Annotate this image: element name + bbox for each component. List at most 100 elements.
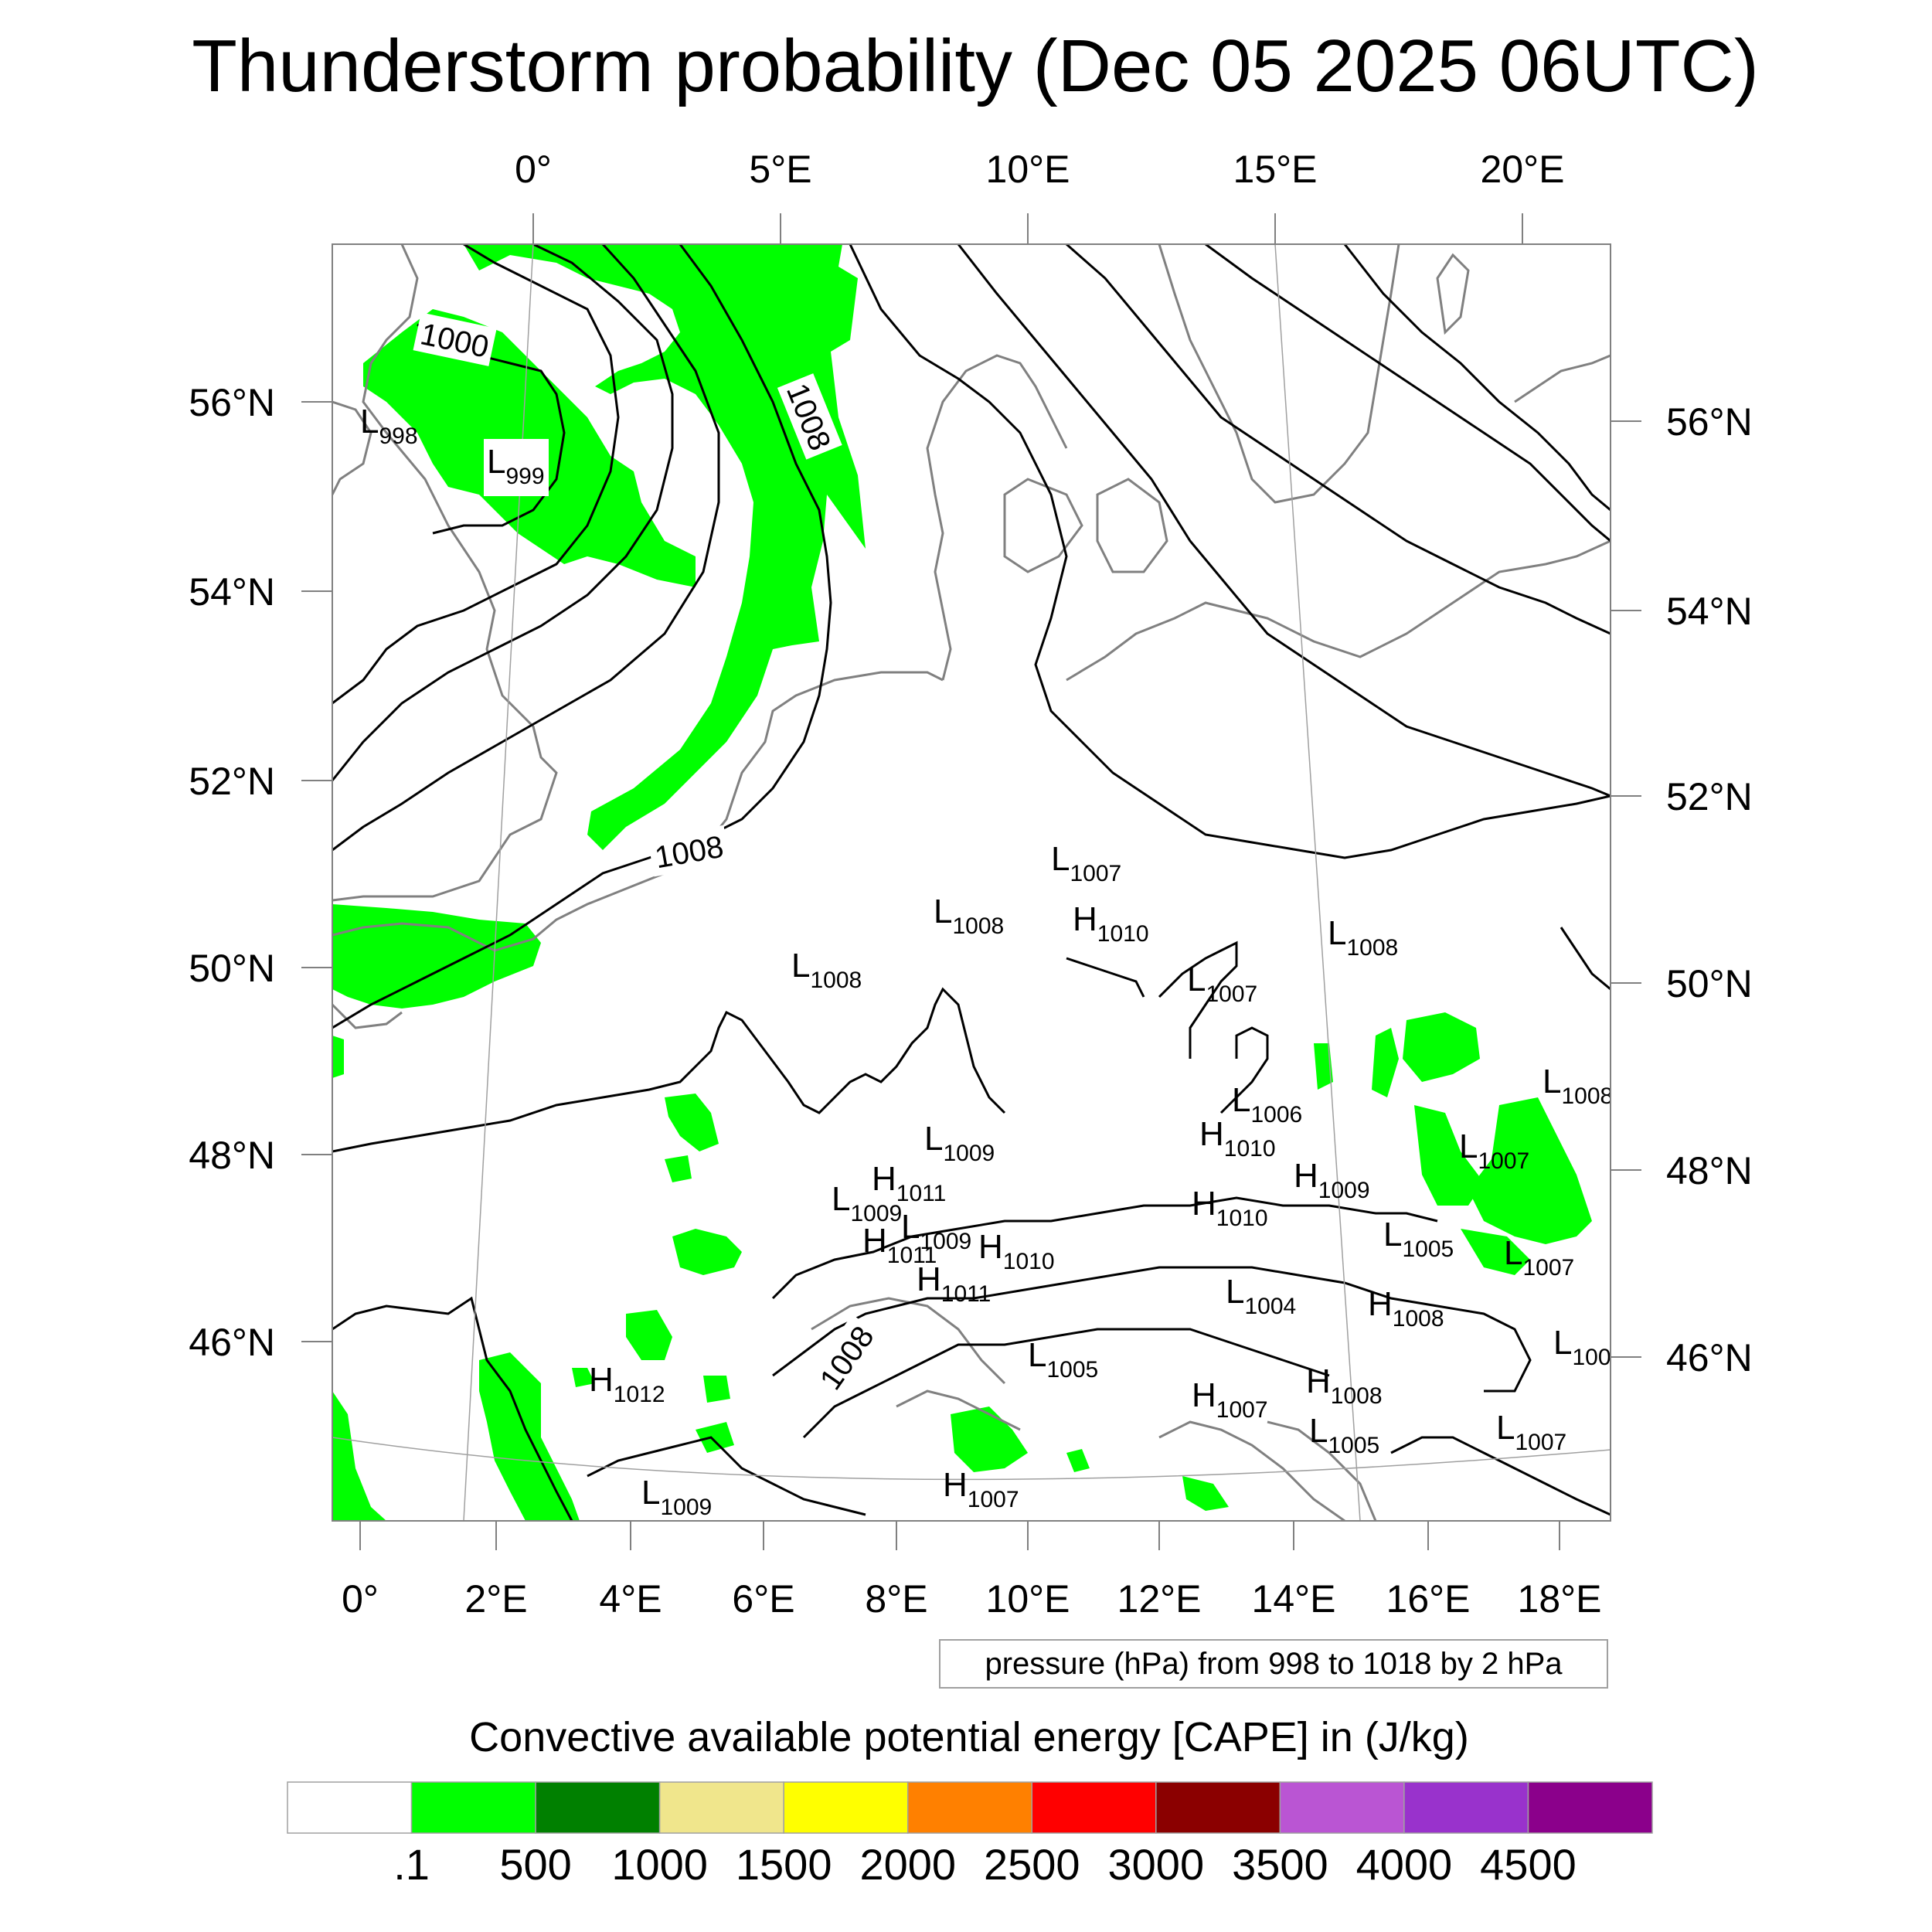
- center-value: 1012: [614, 1382, 665, 1407]
- center-value: 1011: [896, 1181, 947, 1206]
- svg-text:L1008: L1008: [1328, 914, 1398, 961]
- center-type: H: [1306, 1362, 1331, 1400]
- svg-text:L1006: L1006: [1232, 1081, 1302, 1128]
- center-type: L: [1328, 914, 1346, 952]
- center-value: 100: [1572, 1345, 1611, 1370]
- pressure-center: H1011: [862, 1222, 937, 1268]
- map-area: 1000 1008 1008 1008 L998 L999: [332, 244, 1611, 1521]
- lon-label-bottom: 4°E: [599, 1577, 662, 1621]
- colorbar-tick-label: 3000: [1108, 1840, 1205, 1889]
- center-value: 1010: [1216, 1206, 1268, 1231]
- center-type: L: [1383, 1216, 1402, 1253]
- axis-ticks: [301, 213, 1641, 1550]
- isobar-southwest: [332, 1296, 573, 1521]
- svg-text:L1007: L1007: [1504, 1234, 1574, 1281]
- colorbar-title: Convective available potential energy [C…: [469, 1714, 1469, 1760]
- pressure-center: L1007: [1496, 1409, 1566, 1455]
- center-type: H: [1294, 1157, 1318, 1195]
- center-value: 1009: [1318, 1178, 1370, 1203]
- center-type: L: [791, 947, 810, 985]
- pressure-center: H1010: [978, 1228, 1055, 1274]
- coastline-ligurian: [896, 1389, 1021, 1431]
- pressure-center: H1010: [1073, 900, 1149, 947]
- graticule-parallel-south: [332, 1437, 1611, 1481]
- pressure-note-text: pressure (hPa) from 998 to 1018 by 2 hPa: [985, 1647, 1563, 1681]
- lat-label-left: 48°N: [189, 1134, 275, 1177]
- colorbar-swatch: [783, 1781, 909, 1834]
- svg-text:L998: L998: [360, 403, 418, 449]
- center-type: H: [917, 1260, 941, 1298]
- center-type: H: [978, 1228, 1003, 1266]
- cape-region-central-france-2: [665, 1155, 692, 1182]
- center-value: 1008: [1393, 1306, 1444, 1332]
- pressure-center: L1007: [1504, 1234, 1574, 1281]
- center-type: L: [924, 1120, 943, 1158]
- pressure-center: L1005: [1309, 1412, 1379, 1458]
- pressure-center: L1008: [791, 947, 862, 993]
- center-value: 1004: [1244, 1294, 1296, 1319]
- center-type: L: [934, 893, 952, 930]
- pressure-center: L1005: [1383, 1216, 1454, 1262]
- svg-text:L1005: L1005: [1028, 1336, 1098, 1383]
- right-lat-labels: 56°N 54°N 52°N 50°N 48°N 46°N: [1666, 400, 1753, 1379]
- isobar-1004: [332, 244, 674, 781]
- svg-text:H1012: H1012: [589, 1361, 665, 1407]
- center-value: 1008: [1346, 935, 1398, 961]
- pressure-note: pressure (hPa) from 998 to 1018 by 2 hPa: [939, 1639, 1608, 1689]
- lon-label-bottom: 0°: [342, 1577, 379, 1621]
- lon-label-top: 5°E: [749, 148, 811, 191]
- center-value: 1007: [1522, 1255, 1574, 1281]
- lon-label-top: 0°: [515, 148, 552, 191]
- center-value: 1010: [1097, 921, 1149, 947]
- map-frame: [332, 243, 1611, 1522]
- colorbar-tick-label: .1: [393, 1840, 430, 1889]
- isobar-east-5: [1343, 244, 1611, 512]
- svg-text:L1009: L1009: [641, 1474, 712, 1520]
- isobar-east-edge: [1560, 927, 1611, 991]
- pressure-center: H1010: [1199, 1115, 1276, 1162]
- pressure-center: L100: [1553, 1324, 1611, 1370]
- colorbar-tick-label: 2000: [859, 1840, 956, 1889]
- svg-text:H1010: H1010: [1073, 900, 1149, 947]
- svg-text:H1009: H1009: [1294, 1157, 1370, 1203]
- colorbar-swatch: [658, 1781, 784, 1834]
- lon-label-top: 15°E: [1233, 148, 1318, 191]
- svg-text:L1007: L1007: [1187, 961, 1257, 1007]
- cape-region-czech: [1314, 1043, 1333, 1090]
- center-type: L: [1226, 1273, 1244, 1311]
- coastline-denmark-islands: [1003, 478, 1083, 573]
- center-value: 1007: [1206, 981, 1257, 1007]
- coastline-alps-lakes: [811, 1297, 1006, 1385]
- center-value: 1009: [660, 1495, 712, 1520]
- lon-label-bottom: 18°E: [1518, 1577, 1602, 1621]
- svg-text:H1011: H1011: [872, 1160, 946, 1206]
- center-type: L: [1028, 1336, 1046, 1374]
- coastlines: [332, 244, 1611, 1521]
- cape-region-east: [1468, 1097, 1592, 1244]
- colorbar-swatch: [1527, 1781, 1653, 1834]
- cape-region-hungary: [1414, 1105, 1484, 1206]
- lat-label-left: 46°N: [189, 1321, 275, 1364]
- isobar-alps-north: [771, 1196, 1438, 1300]
- center-value: 1007: [1478, 1148, 1529, 1174]
- center-type: L: [1309, 1412, 1328, 1450]
- pressure-center: L1006: [1232, 1081, 1302, 1128]
- center-type: L: [1543, 1063, 1561, 1100]
- contour-label-1000: 1000: [413, 312, 497, 366]
- coastline-france-north: [332, 856, 696, 952]
- center-value: 999: [505, 464, 544, 489]
- isobar-1008-north: [332, 244, 832, 1029]
- center-value: 1011: [941, 1281, 992, 1307]
- colorbar-swatch: [906, 1781, 1033, 1834]
- svg-text:L999: L999: [487, 443, 545, 489]
- center-type: L: [1051, 840, 1070, 878]
- cape-region-france-south-3: [703, 1376, 730, 1403]
- pressure-center: L1007: [1459, 1128, 1529, 1174]
- center-type: H: [1368, 1285, 1393, 1323]
- center-type: L: [360, 403, 379, 440]
- pressure-center: H1011: [917, 1260, 991, 1307]
- colorbar-swatch: [1031, 1781, 1157, 1834]
- colorbar-tick-label: 2500: [984, 1840, 1080, 1889]
- center-value: 1008: [1331, 1383, 1383, 1409]
